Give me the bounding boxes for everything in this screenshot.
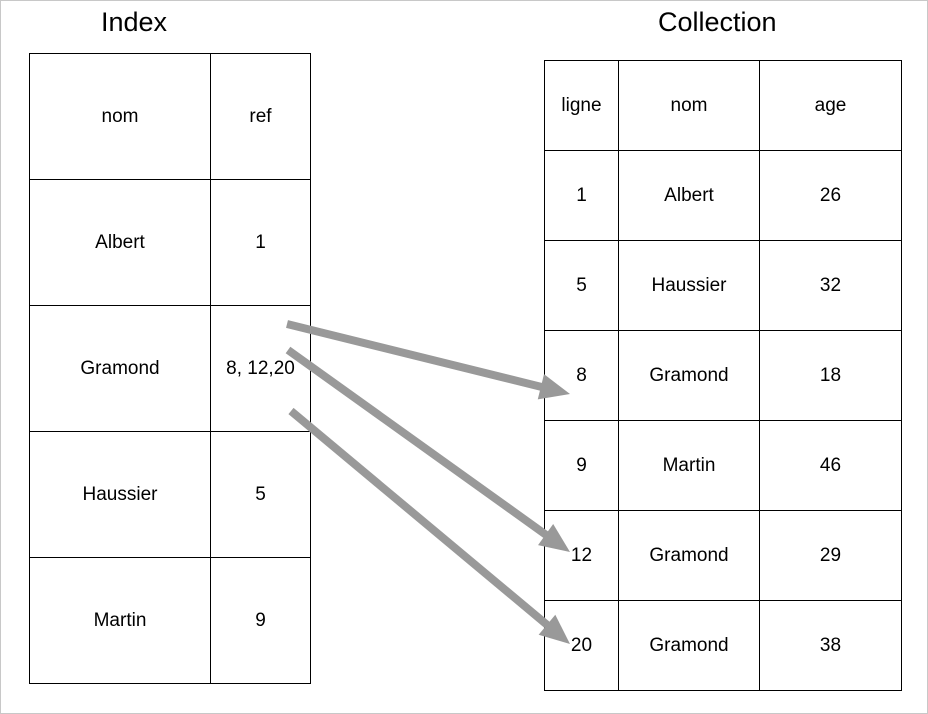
collection-cell-age: 32	[759, 240, 902, 331]
collection-cell-nom: Albert	[618, 150, 760, 241]
index-header-row: nom ref	[29, 53, 311, 180]
collection-cell-ligne: 1	[544, 150, 619, 241]
index-header-ref: ref	[210, 53, 311, 180]
collection-header-row: ligne nom age	[544, 60, 902, 151]
index-cell-nom: Martin	[29, 557, 211, 684]
collection-cell-nom: Gramond	[618, 330, 760, 421]
collection-row: 5 Haussier 32	[544, 240, 902, 331]
index-cell-nom: Haussier	[29, 431, 211, 558]
collection-header-nom: nom	[618, 60, 760, 151]
collection-cell-age: 46	[759, 420, 902, 511]
index-title: Index	[101, 7, 168, 37]
collection-cell-nom: Gramond	[618, 600, 760, 691]
collection-row: 8 Gramond 18	[544, 330, 902, 421]
index-cell-ref: 9	[210, 557, 311, 684]
collection-table: ligne nom age 1 Albert 26 5 Haussier 32 …	[544, 60, 902, 691]
collection-header-ligne: ligne	[544, 60, 619, 151]
collection-cell-ligne: 20	[544, 600, 619, 691]
index-table: nom ref Albert 1 Gramond 8, 12,20 Haussi…	[29, 53, 311, 684]
index-row: Haussier 5	[29, 431, 311, 558]
collection-row: 9 Martin 46	[544, 420, 902, 511]
collection-row: 1 Albert 26	[544, 150, 902, 241]
index-cell-ref: 8, 12,20	[210, 305, 311, 432]
collection-cell-nom: Martin	[618, 420, 760, 511]
index-row: Albert 1	[29, 179, 311, 306]
collection-cell-ligne: 8	[544, 330, 619, 421]
collection-cell-age: 29	[759, 510, 902, 601]
collection-cell-age: 26	[759, 150, 902, 241]
collection-cell-nom: Gramond	[618, 510, 760, 601]
collection-cell-age: 18	[759, 330, 902, 421]
index-cell-ref: 1	[210, 179, 311, 306]
index-header-nom: nom	[29, 53, 211, 180]
collection-title: Collection	[658, 7, 777, 37]
collection-row: 12 Gramond 29	[544, 510, 902, 601]
collection-cell-ligne: 9	[544, 420, 619, 511]
collection-header-age: age	[759, 60, 902, 151]
index-cell-ref: 5	[210, 431, 311, 558]
collection-cell-nom: Haussier	[618, 240, 760, 331]
index-row: Martin 9	[29, 557, 311, 684]
index-row: Gramond 8, 12,20	[29, 305, 311, 432]
collection-cell-ligne: 5	[544, 240, 619, 331]
index-cell-nom: Gramond	[29, 305, 211, 432]
collection-cell-ligne: 12	[544, 510, 619, 601]
collection-row: 20 Gramond 38	[544, 600, 902, 691]
index-cell-nom: Albert	[29, 179, 211, 306]
collection-cell-age: 38	[759, 600, 902, 691]
